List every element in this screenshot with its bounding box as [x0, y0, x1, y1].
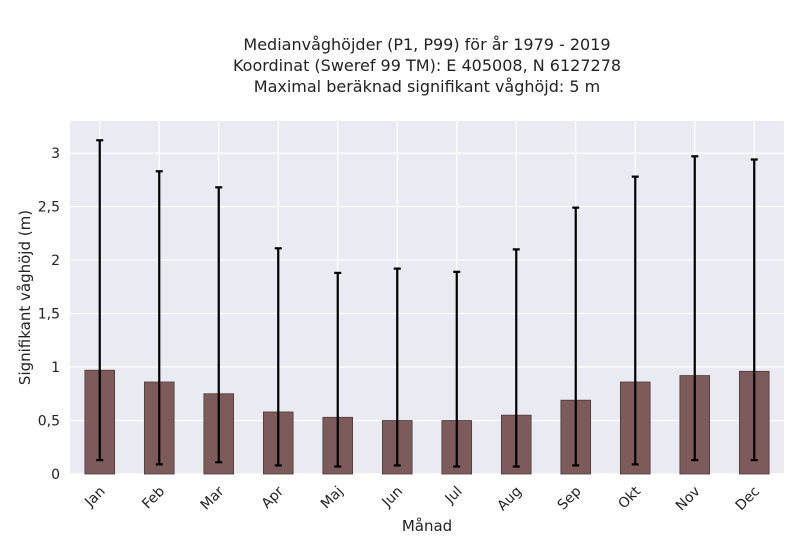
y-tick-label: 2,5: [38, 200, 60, 216]
x-tick-label-mar: Mar: [198, 483, 228, 513]
chart-title-line-2: Koordinat (Sweref 99 TM): E 405008, N 61…: [232, 56, 622, 75]
y-axis-ticks: 0 0,5 1 1,5 2 2,5 3: [38, 146, 60, 483]
x-tick-label-apr: Apr: [259, 483, 288, 512]
chart-title-line-1: Medianvåghöjder (P1, P99) för år 1979 - …: [243, 35, 611, 54]
y-tick-label: 0: [51, 467, 60, 483]
error-bar-mar: [215, 186, 223, 464]
error-bar-jun: [393, 267, 401, 467]
error-bar-jul: [453, 270, 461, 468]
y-tick-label: 0,5: [38, 414, 60, 430]
x-tick-label-aug: Aug: [494, 484, 525, 515]
x-tick-label-nov: Nov: [673, 484, 704, 515]
error-bars: [96, 139, 758, 468]
chart-title: Medianvåghöjder (P1, P99) för år 1979 - …: [0, 34, 800, 97]
x-tick-label-okt: Okt: [615, 483, 644, 512]
x-tick-label-jan: Jan: [81, 484, 108, 511]
chart-title-line-3: Maximal beräknad signifikant våghöjd: 5 …: [253, 77, 601, 96]
y-tick-label: 1: [51, 360, 60, 376]
y-tick-label: 2: [51, 253, 60, 269]
x-axis-ticks: Jan Feb Mar Apr Maj Jun Jul Aug Sep Okt Nov Dec: [81, 483, 763, 514]
x-axis-label: Månad: [402, 517, 452, 535]
error-bar-aug: [512, 248, 520, 468]
x-tick-label-sep: Sep: [555, 483, 585, 513]
x-tick-label-maj: Maj: [318, 484, 347, 513]
x-tick-label-feb: Feb: [139, 483, 168, 512]
error-bar-feb: [155, 170, 163, 466]
y-tick-label: 3: [51, 146, 60, 162]
error-bar-sep: [572, 206, 580, 467]
error-bar-apr: [274, 247, 282, 467]
error-bar-nov: [691, 155, 699, 462]
x-tick-label-jun: Jun: [379, 484, 406, 511]
y-axis-label: Signifikant våghöjd (m): [16, 210, 34, 385]
error-bar-maj: [334, 271, 342, 468]
error-bar-jan: [96, 139, 104, 462]
x-tick-label-dec: Dec: [733, 484, 763, 514]
plot-area: [70, 121, 784, 474]
x-tick-label-jul: Jul: [442, 484, 466, 508]
error-bar-dec: [750, 158, 758, 462]
error-bar-okt: [631, 175, 639, 466]
y-tick-label: 1,5: [38, 307, 60, 323]
